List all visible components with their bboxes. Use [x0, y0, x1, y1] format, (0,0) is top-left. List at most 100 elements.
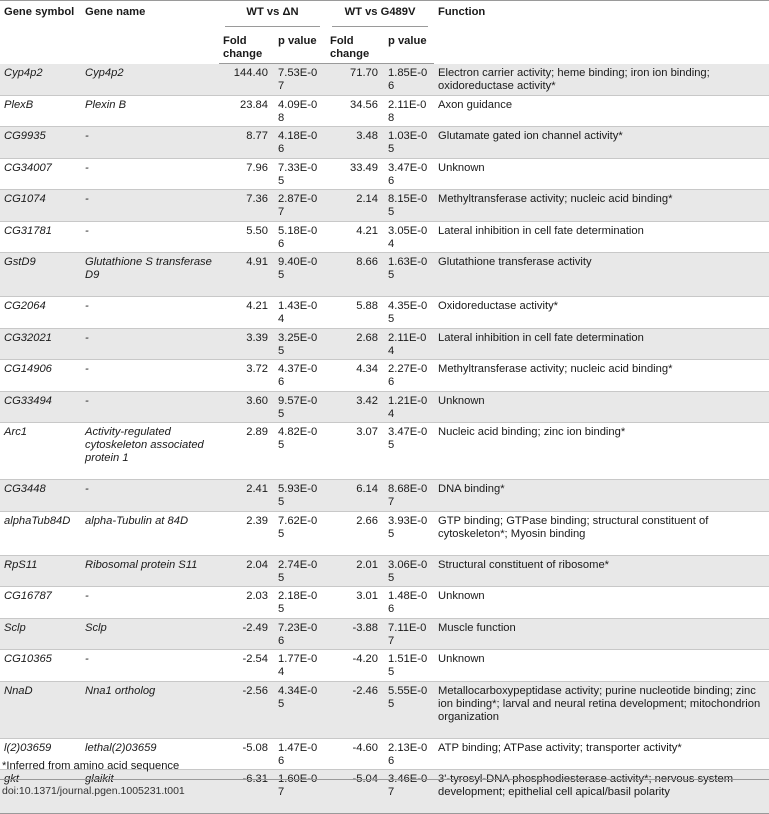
p-value-g489v-cell: 2.27E-06 — [384, 359, 435, 392]
gene-name-cell: - — [81, 391, 219, 423]
footnote: *Inferred from amino acid sequence — [2, 760, 180, 772]
function-cell: DNA binding* — [434, 479, 769, 512]
function-cell: Oxidoreductase activity* — [434, 296, 769, 329]
function-cell: Lateral inhibition in cell fate determin… — [434, 221, 769, 253]
gene-symbol-cell: CG16787 — [0, 586, 81, 619]
gene-name-cell: - — [81, 189, 219, 222]
gene-name-cell: Ribosomal protein S11 — [81, 555, 219, 587]
fold-change-g489v-cell: 2.01 — [326, 555, 384, 587]
table-row: CG32021-3.39 3.25E-05 2.68 2.11E-04 Lateral … — [0, 328, 769, 360]
header-p-value-2: p value — [384, 35, 435, 64]
table-row: NnaD Nna1 ortholog -2.56 4.34E-05 -2.46 5.55E… — [0, 681, 769, 739]
header-wt-vs-dn: WT vs ΔN — [219, 0, 326, 35]
fold-change-g489v-cell: 4.34 — [326, 359, 384, 392]
gene-name-cell: lethal(2)03659 — [81, 738, 219, 770]
gene-symbol-cell: CG10365 — [0, 649, 81, 682]
p-value-dn-cell: 1.43E-04 — [274, 296, 326, 329]
gene-symbol-cell: GstD9 — [0, 252, 81, 297]
fold-change-g489v-cell: 5.88 — [326, 296, 384, 329]
table-row: CG2064-4.21 1.43E-04 5.88 4.35E-05 Oxidoredu… — [0, 296, 769, 329]
p-value-g489v-cell: 8.68E-07 — [384, 479, 435, 512]
fold-change-g489v-cell: 71.70 — [326, 63, 384, 96]
gene-name-cell: - — [81, 359, 219, 392]
fold-change-dn-cell: -2.54 — [219, 649, 274, 682]
fold-change-g489v-cell: 2.66 — [326, 511, 384, 556]
p-value-g489v-cell: 5.55E-05 — [384, 681, 435, 739]
function-cell: Unknown — [434, 158, 769, 190]
p-value-dn-cell: 7.62E-05 — [274, 511, 326, 556]
gene-name-cell: - — [81, 296, 219, 329]
table-row: Arc1 Activity-regulated cytoskeleton asso… — [0, 422, 769, 480]
table-row: CG31781-5.50 5.18E-06 4.21 3.05E-04 Lateral … — [0, 221, 769, 253]
fold-change-g489v-cell: -2.46 — [326, 681, 384, 739]
fold-change-g489v-cell: 3.01 — [326, 586, 384, 619]
fold-change-dn-cell: 8.77 — [219, 126, 274, 159]
header-wt-vs-g489v: WT vs G489V — [326, 0, 435, 35]
function-cell: Metallocarboxypeptidase activity; purine… — [434, 681, 769, 739]
fold-change-dn-cell: 144.40 — [219, 63, 274, 96]
p-value-dn-cell: 3.25E-05 — [274, 328, 326, 360]
p-value-g489v-cell: 1.63E-05 — [384, 252, 435, 297]
header-wt-vs-g489v-label: WT vs G489V — [344, 6, 416, 18]
divider — [0, 779, 769, 780]
function-cell: Lateral inhibition in cell fate determin… — [434, 328, 769, 360]
gene-name-cell: - — [81, 126, 219, 159]
p-value-g489v-cell: 3.47E-06 — [384, 158, 435, 190]
p-value-g489v-cell: 8.15E-05 — [384, 189, 435, 222]
p-value-dn-cell: 4.82E-05 — [274, 422, 326, 480]
fold-change-dn-cell: 7.36 — [219, 189, 274, 222]
gene-symbol-cell: CG31781 — [0, 221, 81, 253]
gene-name-cell: Activity-regulated cytoskeleton associat… — [81, 422, 219, 480]
function-cell: 3'-tyrosyl-DNA phosphodiesterase activit… — [434, 769, 769, 814]
table-row: CG14906-3.72 4.37E-06 4.34 2.27E-06 Methyltr… — [0, 359, 769, 392]
fold-change-dn-cell: 5.50 — [219, 221, 274, 253]
table-row: CG9935-8.77 4.18E-06 3.48 1.03E-05 Glutamate… — [0, 126, 769, 159]
gene-symbol-cell: CG14906 — [0, 359, 81, 392]
table-row: CG3448-2.41 5.93E-05 6.14 8.68E-07 DNA bindi… — [0, 479, 769, 512]
p-value-g489v-cell: 1.21E-04 — [384, 391, 435, 423]
p-value-dn-cell: 5.18E-06 — [274, 221, 326, 253]
p-value-dn-cell: 4.34E-05 — [274, 681, 326, 739]
gene-symbol-cell: RpS11 — [0, 555, 81, 587]
gene-name-cell: - — [81, 328, 219, 360]
function-cell: Methyltransferase activity; nucleic acid… — [434, 189, 769, 222]
fold-change-dn-cell: -2.56 — [219, 681, 274, 739]
gene-symbol-cell: CG34007 — [0, 158, 81, 190]
table-row: Cyp4p2 Cyp4p2 144.40 7.53E-07 71.70 1.85E-06 E… — [0, 63, 769, 96]
function-cell: Electron carrier activity; heme binding;… — [434, 63, 769, 96]
p-value-dn-cell: 2.87E-07 — [274, 189, 326, 222]
table-row: CG1074-7.36 2.87E-07 2.14 8.15E-05 Methyltra… — [0, 189, 769, 222]
table-row: PlexB Plexin B 23.84 4.09E-08 34.56 2.11E-08 A… — [0, 95, 769, 127]
p-value-dn-cell: 4.09E-08 — [274, 95, 326, 127]
function-cell: ATP binding; ATPase activity; transporte… — [434, 738, 769, 770]
table-row: CG34007-7.96 7.33E-05 33.49 3.47E-06 Unknown — [0, 158, 769, 190]
gene-name-cell: - — [81, 221, 219, 253]
function-cell: GTP binding; GTPase binding; structural … — [434, 511, 769, 556]
gene-symbol-cell: NnaD — [0, 681, 81, 739]
gene-symbol-cell: CG32021 — [0, 328, 81, 360]
table-body: Cyp4p2 Cyp4p2 144.40 7.53E-07 71.70 1.85E-06 E… — [0, 63, 769, 814]
p-value-dn-cell: 9.40E-05 — [274, 252, 326, 297]
function-cell: Glutathione transferase activity — [434, 252, 769, 297]
header-p-value-1: p value — [274, 35, 326, 64]
function-cell: Muscle function — [434, 618, 769, 650]
doi-label: doi:10.1371/journal.pgen.1005231.t001 — [2, 785, 185, 797]
p-value-g489v-cell: 2.13E-06 — [384, 738, 435, 770]
gene-name-cell: - — [81, 586, 219, 619]
fold-change-dn-cell: 3.72 — [219, 359, 274, 392]
p-value-g489v-cell: 1.85E-06 — [384, 63, 435, 96]
gene-name-cell: - — [81, 158, 219, 190]
p-value-g489v-cell: 1.03E-05 — [384, 126, 435, 159]
fold-change-g489v-cell: -3.88 — [326, 618, 384, 650]
p-value-g489v-cell: 3.46E-07 — [384, 769, 435, 814]
fold-change-g489v-cell: -5.04 — [326, 769, 384, 814]
p-value-dn-cell: 7.33E-05 — [274, 158, 326, 190]
function-cell: Methyltransferase activity; nucleic acid… — [434, 359, 769, 392]
fold-change-dn-cell: -6.31 — [219, 769, 274, 814]
function-cell: Nucleic acid binding; zinc ion binding* — [434, 422, 769, 480]
fold-change-g489v-cell: 2.14 — [326, 189, 384, 222]
table-row: Sclp Sclp -2.49 7.23E-06 -3.88 7.11E-07 Muscle… — [0, 618, 769, 650]
fold-change-dn-cell: 7.96 — [219, 158, 274, 190]
